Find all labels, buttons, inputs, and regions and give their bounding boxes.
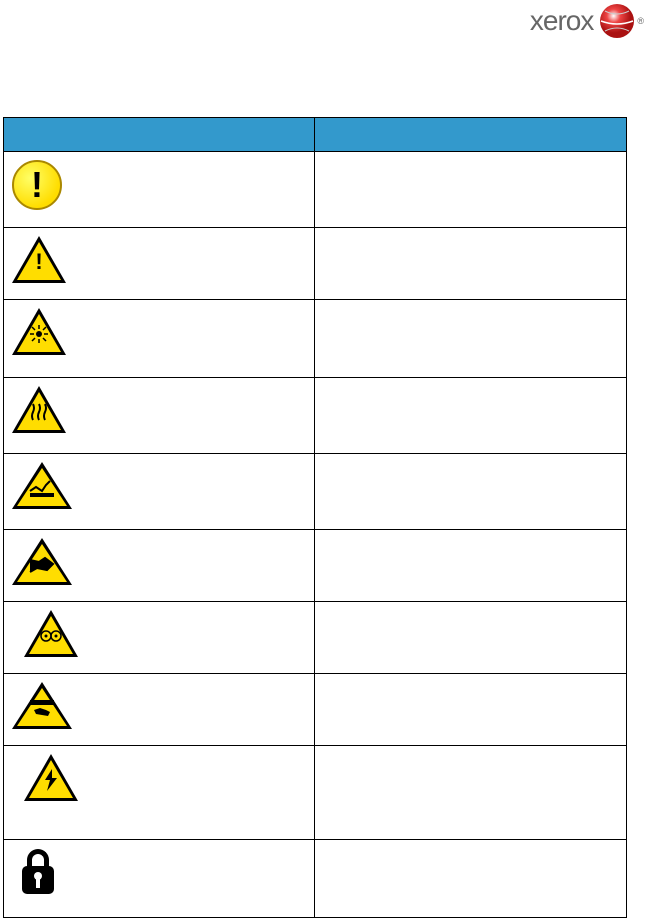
table-row: ! [4,228,627,300]
crush-hazard-icon [12,682,72,729]
hot-surface-warning-icon [12,462,72,509]
description-cell [314,674,626,746]
lock-icon [22,850,54,892]
brand-sphere-icon [599,3,635,39]
brand-text: xerox [530,5,593,37]
header-description-col [314,118,626,152]
table-row: ! [4,152,627,228]
description-cell [314,300,626,378]
description-cell [314,602,626,674]
table-row [4,674,627,746]
table-row [4,602,627,674]
table-row [4,454,627,530]
table-header-row [4,118,627,152]
table-row [4,840,627,918]
description-cell [314,228,626,300]
table-row [4,378,627,454]
description-cell [314,378,626,454]
table-row [4,530,627,602]
electric-shock-icon [24,754,78,801]
header-symbol-col [4,118,315,152]
registered-mark: ® [637,16,644,26]
description-cell [314,454,626,530]
caution-circle-icon: ! [12,160,62,210]
table-row [4,300,627,378]
description-cell [314,840,626,918]
heat-warning-icon [12,386,66,433]
table-row [4,746,627,840]
description-cell [314,152,626,228]
warning-triangle-icon: ! [12,236,66,283]
description-cell [314,746,626,840]
pinch-hazard-icon [12,538,72,585]
moving-parts-icon [24,610,78,657]
safety-symbols-table: ! ! [3,117,627,918]
brand-logo: xerox ® [530,3,644,39]
laser-warning-icon [12,308,66,355]
description-cell [314,530,626,602]
